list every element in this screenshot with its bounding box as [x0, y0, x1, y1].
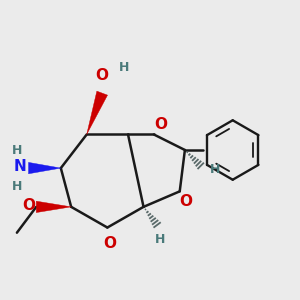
Polygon shape [28, 162, 61, 174]
Text: N: N [13, 159, 26, 174]
Polygon shape [87, 91, 107, 134]
Polygon shape [36, 201, 71, 212]
Text: O: O [180, 194, 193, 209]
Text: H: H [209, 163, 220, 176]
Text: H: H [119, 61, 129, 74]
Text: H: H [12, 143, 22, 157]
Text: O: O [103, 236, 116, 250]
Text: H: H [155, 233, 166, 246]
Text: O: O [96, 68, 109, 82]
Text: O: O [22, 198, 35, 213]
Text: H: H [12, 180, 22, 193]
Text: O: O [154, 117, 167, 132]
